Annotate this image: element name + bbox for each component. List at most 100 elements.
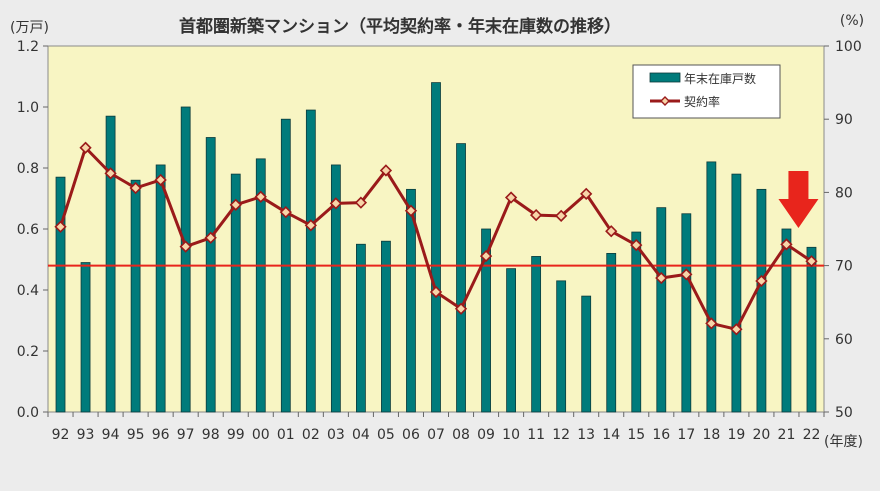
contract-rate-point-21	[780, 238, 793, 251]
contract-rate-point-11	[529, 208, 543, 222]
bar-09	[481, 228, 491, 413]
x-tick-label-10: 10	[502, 427, 520, 443]
contract-rate-point-15	[630, 238, 643, 252]
bar-05	[381, 240, 391, 413]
x-tick-label-16: 16	[652, 427, 670, 443]
x-tick-label-19: 19	[727, 427, 745, 443]
x-tick-label-12: 12	[552, 427, 570, 443]
x-tick-label-06: 06	[402, 427, 420, 443]
contract-rate-point-20	[755, 274, 768, 288]
contract-rate-point-01	[279, 206, 292, 219]
chart-title: 首都圏新築マンション（平均契約率・年末在庫数の推移）	[179, 16, 621, 37]
contract-rate-point-14	[605, 225, 618, 238]
contract-rate-point-19	[730, 323, 743, 336]
bar-06	[406, 188, 416, 413]
contract-rate-point-09	[479, 249, 493, 263]
contract-rate-point-18	[705, 317, 718, 330]
x-tick-label-14: 14	[602, 427, 620, 443]
x-tick-label-03: 03	[327, 427, 345, 443]
x-tick-label-99: 99	[227, 427, 245, 443]
x-tick-label-96: 96	[152, 427, 170, 443]
right-tick-label: 90	[835, 112, 853, 128]
x-tick-label-17: 17	[677, 427, 695, 443]
bar-00	[255, 158, 266, 413]
x-tick-label-94: 94	[102, 427, 120, 443]
x-tick-label-02: 02	[302, 427, 320, 443]
bar-16	[656, 207, 667, 413]
legend-swatch-inventory	[649, 72, 681, 83]
bar-99	[230, 173, 241, 413]
bar-02	[305, 109, 316, 413]
bar-19	[731, 173, 742, 413]
x-tick-label-13: 13	[577, 427, 595, 443]
x-tick-label-18: 18	[702, 427, 720, 443]
x-tick-label-20: 20	[753, 427, 771, 443]
bar-11	[531, 256, 542, 413]
x-tick-label-93: 93	[77, 427, 95, 443]
contract-rate-point-96	[154, 173, 167, 187]
contract-rate-point-08	[454, 302, 468, 315]
x-tick-label-21: 21	[778, 427, 796, 443]
contract-rate-point-98	[204, 231, 217, 244]
legend-label-rate: 契約率	[684, 94, 720, 109]
right-tick-label: 60	[835, 332, 853, 348]
x-tick-label-98: 98	[202, 427, 220, 443]
right-tick-label: 80	[835, 185, 853, 201]
contract-rate-point-92	[54, 220, 67, 233]
left-tick-label: 1.2	[17, 39, 39, 55]
left-axis-unit: (万戸)	[10, 20, 49, 36]
bar-20	[756, 188, 767, 413]
x-axis-unit: (年度)	[824, 434, 863, 450]
bar-15	[631, 231, 642, 413]
x-tick-label-09: 09	[477, 427, 495, 443]
x-tick-label-22: 22	[803, 427, 821, 443]
bar-95	[130, 179, 141, 413]
bar-92	[55, 176, 66, 413]
bar-07	[431, 82, 441, 413]
bar-08	[456, 143, 466, 413]
contract-rate-point-99	[229, 198, 242, 211]
x-tick-label-05: 05	[377, 427, 395, 443]
left-tick-label: 1.0	[17, 100, 39, 116]
x-tick-label-92: 92	[52, 427, 70, 443]
x-tick-label-07: 07	[427, 427, 445, 443]
x-tick-label-00: 00	[252, 427, 270, 443]
bar-21	[781, 228, 792, 413]
x-tick-label-95: 95	[127, 427, 145, 443]
left-tick-label: 0.6	[17, 222, 39, 238]
contract-rate-point-94	[104, 167, 117, 180]
contract-rate-point-12	[555, 209, 568, 222]
contract-rate-point-02	[304, 219, 317, 232]
contract-rate-point-22	[805, 255, 818, 268]
x-tick-label-01: 01	[277, 427, 295, 443]
contract-rate-point-17	[680, 268, 693, 281]
right-tick-label: 50	[835, 405, 853, 421]
bar-94	[105, 115, 116, 413]
contract-rate-point-97	[179, 240, 192, 253]
contract-rate-point-03	[329, 197, 343, 210]
left-tick-label: 0.4	[17, 283, 39, 299]
bar-04	[356, 243, 366, 413]
bar-10	[506, 268, 516, 413]
right-tick-label: 100	[835, 39, 862, 55]
bar-97	[180, 106, 191, 413]
bar-03	[330, 164, 341, 413]
highlight-arrow-icon	[778, 171, 819, 228]
x-tick-label-08: 08	[452, 427, 470, 443]
bar-17	[681, 213, 692, 413]
bar-14	[606, 252, 617, 413]
contract-rate-point-10	[504, 191, 518, 204]
bar-98	[205, 137, 216, 413]
left-tick-label: 0.8	[17, 161, 39, 177]
contract-rate-point-13	[580, 187, 593, 200]
right-tick-label: 70	[835, 259, 853, 275]
bar-18	[706, 161, 717, 413]
x-tick-label-97: 97	[177, 427, 195, 443]
x-tick-label-15: 15	[627, 427, 645, 443]
contract-rate-point-05	[379, 164, 393, 177]
contract-rate-point-04	[354, 196, 368, 209]
x-tick-label-04: 04	[352, 427, 370, 443]
bar-12	[556, 280, 567, 413]
